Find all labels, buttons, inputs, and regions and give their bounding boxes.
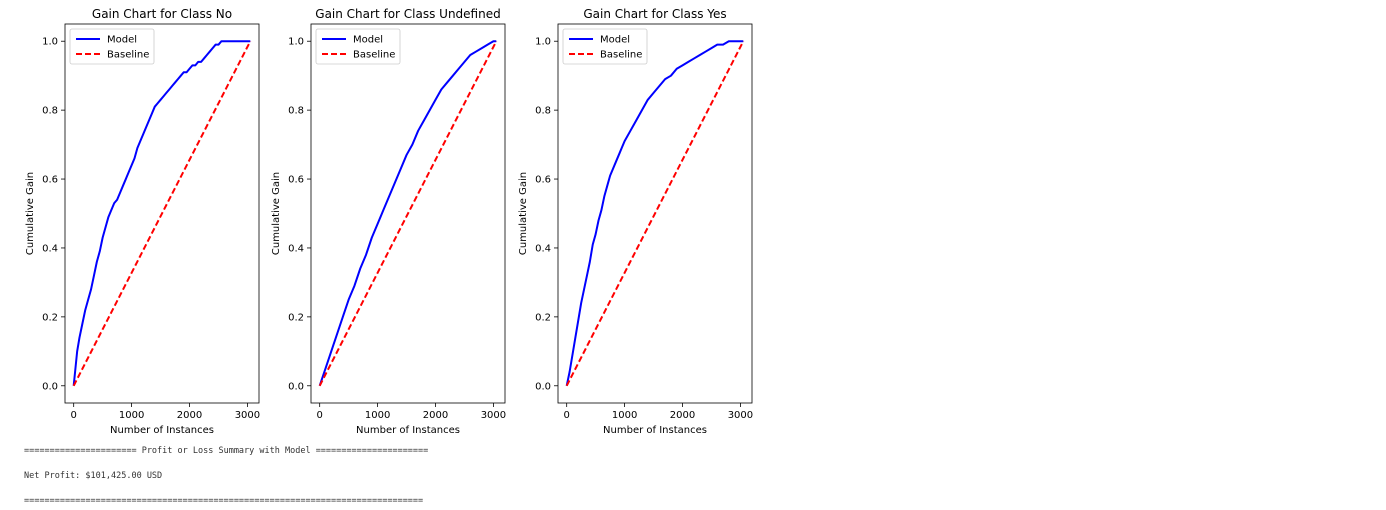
legend: Model Baseline [562,28,648,65]
y-tick-label: 0.4 [42,243,58,254]
legend-label-model: Model [107,35,137,46]
x-tick-label: 2000 [670,410,695,421]
axes-frame [557,23,753,404]
legend-label-baseline: Baseline [600,50,642,61]
chart-title: Gain Chart for Class No [92,7,232,21]
legend: Model Baseline [69,28,155,65]
y-axis-label: Cumulative Gain [25,172,36,255]
x-tick-label: 2000 [423,410,448,421]
x-tick-label: 1000 [612,410,637,421]
y-tick-label: 0.8 [288,106,304,117]
legend-label-baseline: Baseline [107,50,149,61]
y-tick-label: 0.4 [535,243,551,254]
summary-header-text: ====================== Profit or Loss Su… [24,446,429,456]
chart-title: Gain Chart for Class Undefined [315,7,500,21]
y-tick-label: 0.2 [288,312,304,323]
legend-label-model: Model [600,35,630,46]
x-tick-label: 1000 [365,410,390,421]
x-axis-label: Number of Instances [356,425,460,436]
y-axis-label: Cumulative Gain [271,172,282,255]
chart-title: Gain Chart for Class Yes [583,7,726,21]
x-axis-label: Number of Instances [603,425,707,436]
y-tick-label: 0.0 [288,381,304,392]
chart-2: 0 1000 2000 3000 0.0 0.2 0.4 0.6 0.8 1.0 Gain Char… [271,7,506,436]
x-axis-label: Number of Instances [110,425,214,436]
x-tick-label: 0 [70,410,76,421]
y-tick-label: 0.6 [42,175,58,186]
axes-frame [310,23,506,404]
y-tick-label: 0.4 [288,243,304,254]
y-tick-label: 0.2 [535,312,551,323]
legend-box [69,28,155,65]
net-profit-text: Net Profit: $101,425.00 USD [24,471,163,481]
x-tick-label: 0 [563,410,569,421]
y-tick-label: 0.2 [42,312,58,323]
x-tick-label: 1000 [119,410,144,421]
y-tick-label: 0.6 [535,175,551,186]
series-line-baseline [565,40,745,387]
x-tick-label: 2000 [177,410,202,421]
y-tick-label: 0.6 [288,175,304,186]
legend: Model Baseline [315,28,401,65]
separator-text: ========================================… [24,496,424,506]
y-axis-label: Cumulative Gain [518,172,529,255]
series-line-baseline [318,40,498,387]
legend-box [315,28,401,65]
series-line-model [72,40,251,386]
legend-label-model: Model [353,35,383,46]
x-tick-label: 3000 [728,410,753,421]
y-tick-label: 0.0 [535,381,551,392]
y-tick-label: 1.0 [288,37,304,48]
y-tick-label: 0.8 [535,106,551,117]
x-tick-label: 3000 [235,410,260,421]
series-line-model [565,40,744,386]
y-tick-label: 1.0 [535,37,551,48]
y-tick-label: 0.8 [42,106,58,117]
chart-1: 0 1000 2000 3000 0.0 0.2 0.4 0.6 0.8 1.0 Gain Char… [25,7,260,436]
legend-label-baseline: Baseline [353,50,395,61]
legend-box [562,28,648,65]
y-tick-label: 1.0 [42,37,58,48]
x-tick-label: 3000 [481,410,506,421]
axes-frame [64,23,260,404]
x-tick-label: 0 [316,410,322,421]
gain-charts-figure: 0 1000 2000 3000 0.0 0.2 0.4 0.6 0.8 1.0 Gain Char… [25,7,753,436]
chart-3: 0 1000 2000 3000 0.0 0.2 0.4 0.6 0.8 1.0 Gain Char… [518,7,753,436]
series-line-model [318,40,497,387]
y-tick-label: 0.0 [42,381,58,392]
series-line-baseline [72,40,252,387]
